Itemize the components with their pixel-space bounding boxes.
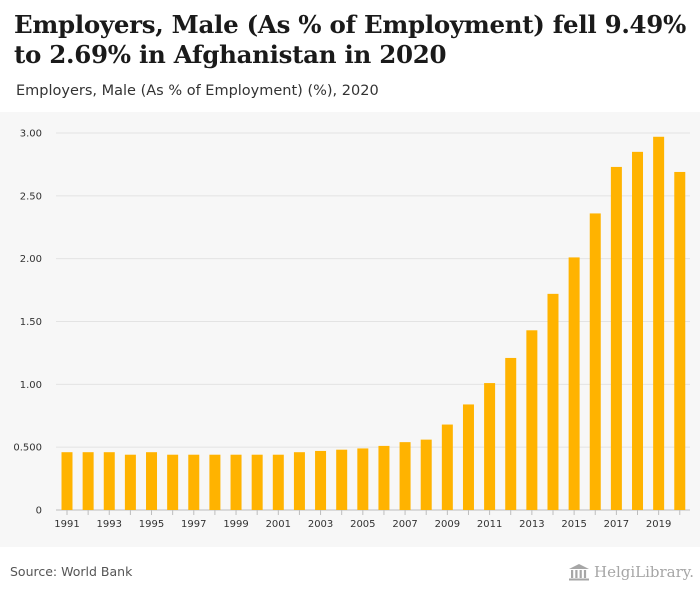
- library-building-icon: [569, 564, 589, 581]
- bar-2018: [632, 151, 644, 510]
- x-tick-label: 1995: [139, 519, 164, 530]
- bar-2000: [251, 454, 263, 510]
- x-tick-label: 2003: [308, 519, 333, 530]
- y-tick-label: 3.00: [20, 129, 42, 140]
- x-tick-label: 2017: [604, 519, 629, 530]
- chart-subtitle: Employers, Male (As % of Employment) (%)…: [16, 83, 379, 99]
- bar-chart: 0 0.500 1.00 1.50 2.00 2.50 3.00 1991 1993 1995 19…: [13, 129, 690, 530]
- bar-1996: [167, 454, 179, 510]
- y-tick-label: 2.00: [20, 254, 42, 265]
- x-tick-label: 2011: [477, 519, 502, 530]
- x-tick-label: 2013: [519, 519, 544, 530]
- bar-1998: [209, 454, 221, 510]
- x-tick-label: 2005: [350, 519, 375, 530]
- y-tick-label: 2.50: [20, 191, 42, 202]
- bar-1997: [188, 454, 200, 510]
- x-tick-label: 2019: [646, 519, 671, 530]
- helgi-library-logo[interactable]: HelgiLibrary.: [568, 561, 694, 583]
- logo-text: HelgiLibrary.: [594, 563, 695, 581]
- bar-2012: [505, 357, 517, 510]
- y-tick-label: 1.00: [20, 380, 42, 391]
- x-tick-label: 2015: [561, 519, 586, 530]
- x-tick-label: 1997: [181, 519, 206, 530]
- x-tick-label: 1999: [223, 519, 248, 530]
- bar-2006: [378, 445, 390, 510]
- bar-1994: [124, 454, 136, 510]
- bar-2005: [357, 448, 369, 510]
- y-tick-label: 0.500: [13, 443, 42, 454]
- bar-2020: [674, 171, 686, 510]
- bar-2013: [526, 330, 538, 510]
- bar-2002: [293, 452, 305, 510]
- x-tick-label: 1993: [97, 519, 122, 530]
- bar-1999: [230, 454, 242, 510]
- bar-2004: [336, 449, 348, 510]
- bar-2001: [272, 454, 284, 510]
- bar-2003: [315, 450, 327, 510]
- bar-2007: [399, 442, 411, 510]
- y-tick-label: 0: [36, 506, 42, 517]
- bar-2011: [484, 383, 496, 510]
- bar-2015: [568, 257, 580, 510]
- x-tick-label: 1991: [54, 519, 79, 530]
- chart-area: 0 0.500 1.00 1.50 2.00 2.50 3.00 1991 1993 1995 19…: [0, 112, 700, 547]
- bar-1992: [82, 452, 94, 510]
- bar-2009: [441, 424, 453, 510]
- bar-1993: [103, 452, 115, 510]
- bar-2014: [547, 293, 559, 510]
- x-tick-label: 2001: [266, 519, 291, 530]
- x-tick-label: 2007: [392, 519, 417, 530]
- headline: Employers, Male (As % of Employment) fel…: [14, 10, 687, 69]
- source-note: Source: World Bank: [10, 564, 133, 579]
- bar-2010: [462, 404, 474, 510]
- bar-2019: [653, 136, 665, 510]
- bar-2017: [610, 166, 622, 510]
- bar-2016: [589, 213, 601, 510]
- x-tick-label: 2009: [435, 519, 460, 530]
- bar-1991: [61, 452, 73, 510]
- bar-1995: [146, 452, 158, 510]
- bar-2008: [420, 439, 432, 510]
- y-tick-label: 1.50: [20, 317, 42, 328]
